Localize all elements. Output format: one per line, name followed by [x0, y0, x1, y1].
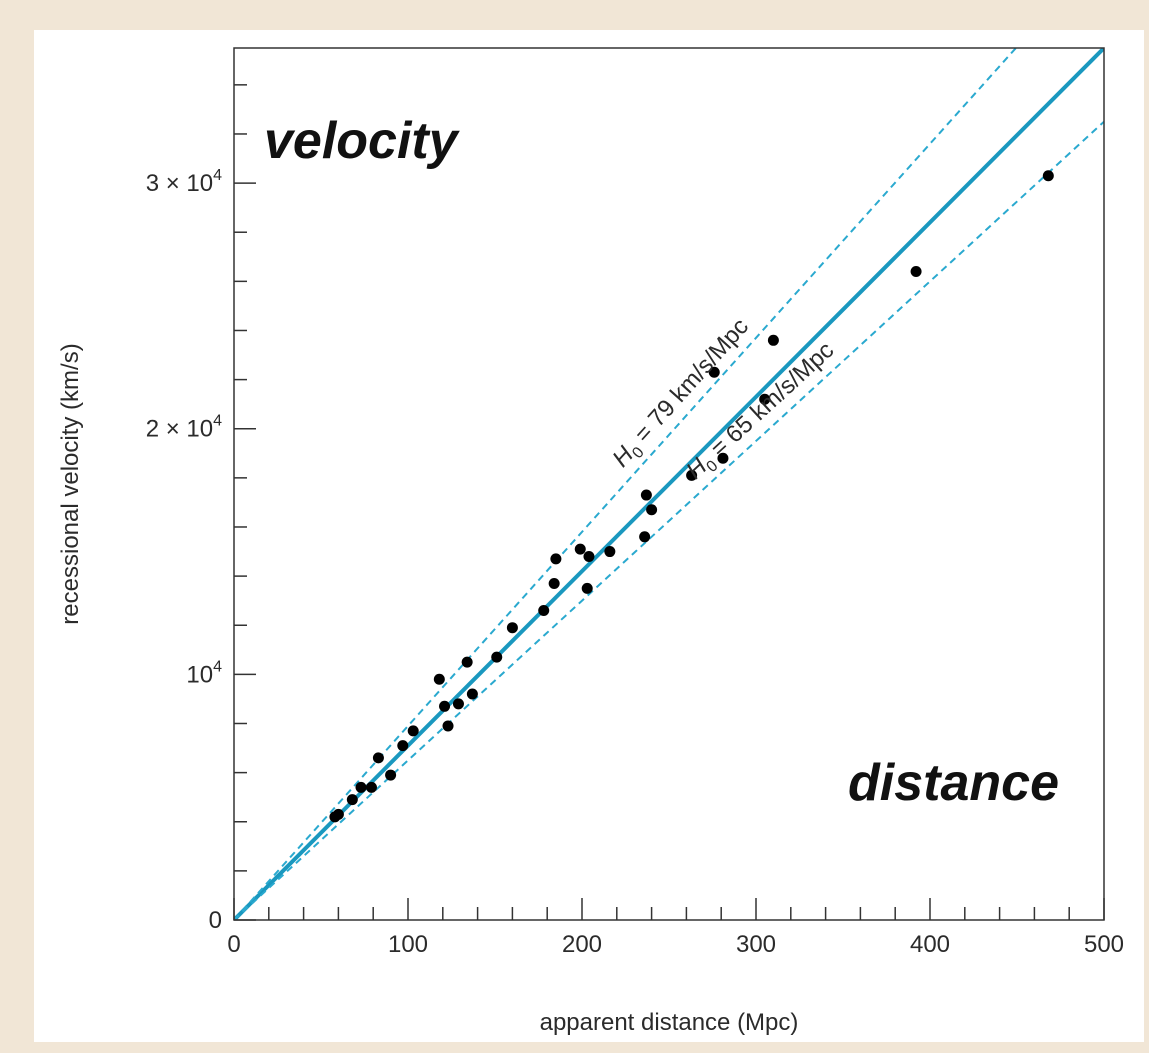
- line-lower: [234, 120, 1104, 920]
- line-fit: [234, 48, 1104, 920]
- x-tick-label: 500: [1084, 931, 1124, 958]
- data-point: [439, 700, 451, 712]
- data-point: [346, 794, 358, 806]
- plot-area-border: [233, 47, 1105, 921]
- data-point: [548, 577, 560, 589]
- overlay-label-velocity: velocity: [264, 112, 461, 170]
- hubble-chart: 0 100 200 300 400 500 0 104 2 × 104 3 × 104 H0 = …: [57, 47, 1124, 1036]
- data-point: [466, 688, 478, 700]
- data-point: [574, 543, 586, 555]
- data-point: [433, 673, 445, 685]
- x-tick-label: 100: [388, 931, 428, 958]
- data-point: [407, 725, 419, 737]
- data-point: [372, 752, 384, 764]
- data-point: [767, 334, 779, 346]
- data-point: [759, 393, 771, 405]
- y-tick-label: 3 × 104: [146, 167, 222, 197]
- x-tick-label: 300: [736, 931, 776, 958]
- data-point: [640, 489, 652, 501]
- data-point: [1042, 170, 1054, 182]
- data-point: [385, 769, 397, 781]
- data-point: [332, 808, 344, 820]
- data-point: [708, 366, 720, 378]
- data-point: [397, 740, 409, 752]
- data-point: [355, 781, 367, 793]
- data-point: [639, 531, 651, 543]
- data-point: [646, 504, 658, 516]
- data-point: [506, 622, 518, 634]
- data-point: [686, 469, 698, 481]
- data-point: [365, 781, 377, 793]
- chart-frame: 0 100 200 300 400 500 0 104 2 × 104 3 × 104 H0 = …: [34, 30, 1144, 1042]
- y-tick-label: 104: [186, 658, 222, 688]
- data-point: [583, 550, 595, 562]
- data-point: [550, 553, 562, 565]
- x-tick-label: 200: [562, 931, 602, 958]
- data-point: [538, 605, 550, 617]
- data-points: [329, 170, 1054, 823]
- overlay-label-distance: distance: [848, 754, 1059, 812]
- y-tick-label: 0: [209, 907, 222, 934]
- x-tick-label: 0: [227, 931, 240, 958]
- data-point: [581, 582, 593, 594]
- y-tick-label: 2 × 104: [146, 413, 222, 443]
- y-axis-title: recessional velocity (km/s): [57, 343, 84, 624]
- x-axis-title: apparent distance (Mpc): [540, 1009, 799, 1036]
- x-tick-label: 400: [910, 931, 950, 958]
- data-point: [461, 656, 473, 668]
- data-point: [910, 266, 922, 278]
- data-point: [442, 720, 454, 732]
- data-point: [452, 698, 464, 710]
- data-point: [491, 651, 503, 663]
- data-point: [717, 452, 729, 464]
- axis-ticks: 0 100 200 300 400 500 0 104 2 × 104 3 × 104: [146, 84, 1124, 958]
- data-point: [604, 546, 616, 558]
